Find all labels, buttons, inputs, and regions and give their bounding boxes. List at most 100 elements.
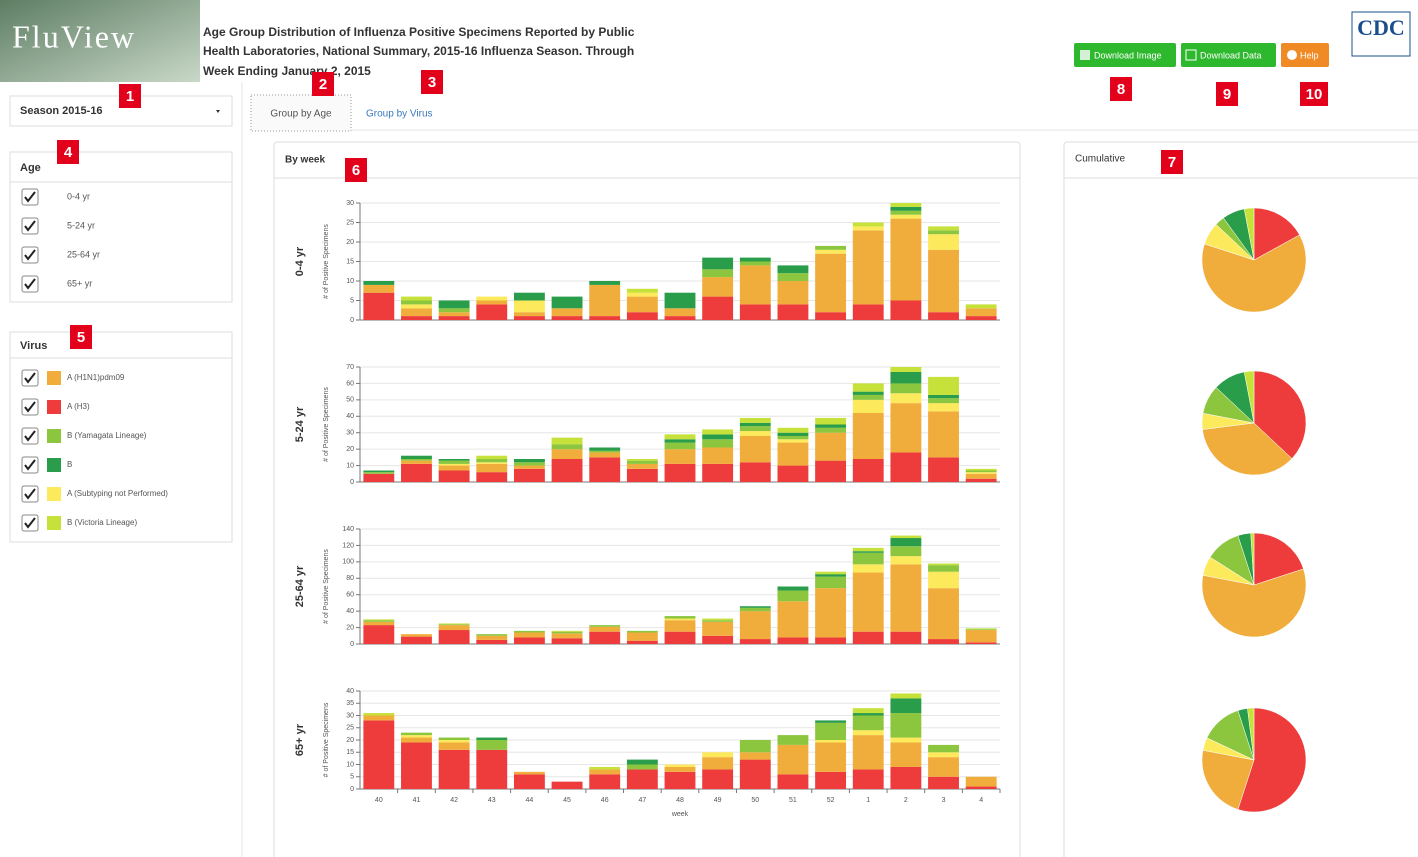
x-tick-label: 45 [563,797,571,804]
age-option[interactable]: 65+ yr [67,278,92,288]
virus-swatch [47,487,61,501]
button-label[interactable]: Help [1300,50,1319,60]
age-option[interactable]: 0-4 yr [67,191,90,201]
bar-segment [928,395,959,398]
bar-segment [476,750,507,789]
bar-segment [552,633,583,638]
bar-segment [514,633,545,638]
y-tick-label: 60 [346,380,354,387]
bar-segment [853,226,884,230]
bar-segment [740,611,771,639]
bar-segment [853,413,884,459]
bar-segment [853,553,884,565]
bar-segment [928,588,959,639]
bar-segment [589,452,620,457]
bar-segment [928,377,959,395]
bar-segment [552,316,583,320]
bar-segment [702,297,733,320]
bar-segment [665,308,696,316]
bar-segment [890,452,921,482]
bar-segment [890,215,921,219]
card-title: Cumulative [1075,154,1125,165]
bar-segment [665,434,696,439]
virus-option[interactable]: B [67,460,72,469]
bar-segment [890,393,921,403]
virus-option[interactable]: B (Yamagata Lineage) [67,431,147,440]
bar-segment [627,312,658,320]
bar-segment [853,708,884,713]
bar-segment [740,431,771,436]
x-axis-label: week [671,811,689,818]
title-line: Health Laboratories, National Summary, 2… [203,44,634,58]
bar-segment [665,443,696,450]
bar-segment [627,461,658,464]
bar-segment [740,606,771,608]
x-tick-label: 50 [751,797,759,804]
tab-label[interactable]: Group by Virus [366,109,433,120]
virus-option[interactable]: A (Subtyping not Performed) [67,489,168,498]
bar-segment [702,620,733,622]
bar-segment [665,464,696,482]
bar-segment [552,308,583,316]
y-tick-label: 0 [350,641,354,648]
bar-segment [476,738,507,740]
bar-segment [702,464,733,482]
bar-segment [778,587,809,591]
season-label[interactable]: Season 2015-16 [20,105,103,117]
age-option[interactable]: 5-24 yr [67,220,95,230]
bar-segment [778,436,809,439]
bar-segment [363,713,394,715]
bar-segment [627,765,658,770]
bar-segment [589,448,620,451]
bar-segment [665,620,696,632]
button-label[interactable]: Download Image [1094,50,1162,60]
y-tick-label: 10 [346,278,354,285]
y-axis-label: # of Positive Specimens [323,702,330,777]
bar-segment [552,782,583,789]
bar-segment [589,457,620,482]
callout-number: 10 [1306,86,1323,103]
x-tick-label: 43 [488,797,496,804]
virus-option[interactable]: B (Victoria Lineage) [67,518,137,527]
x-tick-label: 48 [676,797,684,804]
chart-title: 25-64 yr [294,565,306,607]
virus-option[interactable]: A (H1N1)pdm09 [67,373,125,382]
bar-segment [966,629,997,630]
callout-number: 2 [319,76,327,93]
y-tick-label: 0 [350,479,354,486]
bar-segment [401,464,432,482]
bar-segment [740,262,771,266]
y-tick-label: 120 [342,542,354,549]
bar-segment [514,293,545,301]
bar-segment [552,444,583,449]
bar-segment [966,469,997,471]
bar-segment [778,591,809,602]
bar-segment [928,752,959,757]
bar-segment [853,713,884,715]
button-label[interactable]: Download Data [1200,50,1262,60]
bar-segment [589,281,620,285]
bar-segment [815,577,846,589]
virus-option[interactable]: A (H3) [67,402,90,411]
bar-segment [439,742,470,749]
age-option[interactable]: 25-64 yr [67,249,100,259]
bar-segment [815,740,846,742]
bar-segment [815,637,846,644]
bar-segment [966,628,997,629]
tab-label[interactable]: Group by Age [270,109,332,120]
bar-segment [815,428,846,433]
y-tick-label: 140 [342,526,354,533]
bar-segment [815,742,846,771]
bar-segment [815,250,846,254]
bar-segment [740,426,771,431]
bar-segment [740,760,771,789]
bar-segment [890,693,921,698]
bar-segment [401,304,432,308]
bar-segment [778,439,809,442]
bar-segment [627,459,658,461]
x-tick-label: 47 [638,797,646,804]
bar-segment [476,297,507,301]
bar-segment [401,456,432,459]
bar-segment [815,418,846,425]
bar-segment [627,469,658,482]
